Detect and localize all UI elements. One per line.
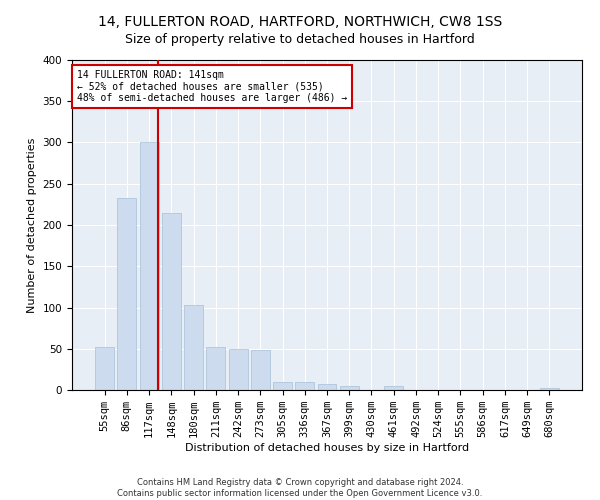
X-axis label: Distribution of detached houses by size in Hartford: Distribution of detached houses by size … [185,443,469,453]
Bar [95,347,114,390]
Bar [206,347,225,390]
Text: Size of property relative to detached houses in Hartford: Size of property relative to detached ho… [125,32,475,46]
Bar [229,349,248,390]
Bar [118,198,136,390]
Bar [184,305,203,390]
Bar [295,382,314,390]
Bar [317,384,337,390]
Y-axis label: Number of detached properties: Number of detached properties [27,138,37,312]
Bar [384,386,403,390]
Bar [251,350,270,390]
Text: 14 FULLERTON ROAD: 141sqm
← 52% of detached houses are smaller (535)
48% of semi: 14 FULLERTON ROAD: 141sqm ← 52% of detac… [77,70,347,103]
Bar [273,382,292,390]
Bar [140,142,158,390]
Bar [340,386,359,390]
Bar [162,212,181,390]
Text: 14, FULLERTON ROAD, HARTFORD, NORTHWICH, CW8 1SS: 14, FULLERTON ROAD, HARTFORD, NORTHWICH,… [98,15,502,29]
Bar [540,388,559,390]
Text: Contains HM Land Registry data © Crown copyright and database right 2024.
Contai: Contains HM Land Registry data © Crown c… [118,478,482,498]
